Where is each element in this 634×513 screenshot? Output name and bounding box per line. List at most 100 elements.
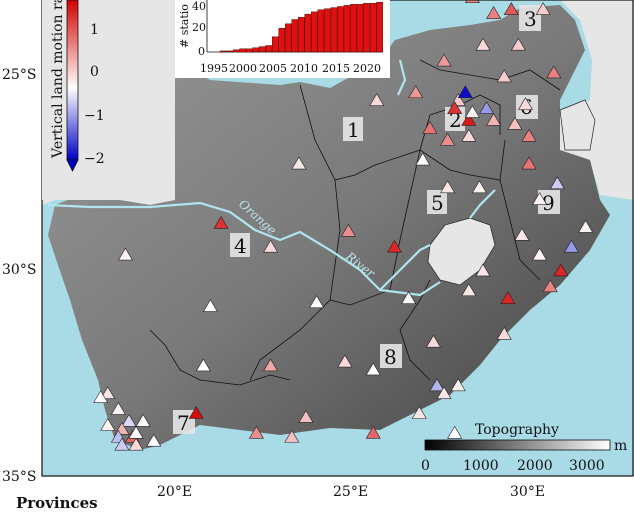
inset-xtick-1995: 1995: [200, 62, 228, 75]
station-marker: [422, 120, 438, 134]
caledon-river: [469, 189, 496, 219]
station-marker: [202, 299, 218, 312]
station-marker: [100, 386, 116, 400]
station-marker: [471, 180, 487, 194]
station-marker: [517, 97, 533, 110]
station-marker: [309, 295, 325, 308]
inset-xtick-2010: 2010: [290, 62, 318, 75]
station-marker: [532, 192, 548, 205]
station-marker: [542, 279, 558, 293]
province-label-2: 2: [449, 108, 462, 132]
station-marker: [146, 433, 162, 447]
station-marker: [510, 37, 526, 51]
inset-ylabel: # statio: [178, 4, 191, 48]
topography-tick-2000: 2000: [517, 458, 553, 474]
station-marker: [248, 425, 264, 439]
inset-bar: [219, 50, 227, 53]
inset-bar: [232, 49, 240, 53]
inset-bar: [278, 28, 286, 53]
station-marker: [401, 291, 417, 304]
lat-axis: 25°S 30°S 35°S: [2, 67, 36, 485]
province-label-5: 5: [431, 191, 444, 215]
station-marker: [447, 425, 463, 439]
station-marker: [114, 437, 130, 451]
province-label-3: 3: [524, 7, 537, 31]
province-label-7: 7: [177, 411, 190, 435]
station-marker: [100, 417, 116, 431]
station-marker: [450, 378, 466, 392]
station-marker: [188, 406, 204, 419]
inset-bar: [330, 7, 338, 53]
station-marker: [195, 358, 211, 372]
station-marker: [464, 0, 480, 4]
station-marker: [128, 437, 144, 451]
lat-tick-35s: 35°S: [2, 469, 36, 485]
station-marker: [436, 386, 452, 400]
inset-bar: [285, 23, 292, 53]
station-marker: [337, 354, 353, 368]
station-marker: [440, 180, 456, 194]
topography-title: Topography: [475, 422, 559, 438]
station-marker: [369, 93, 385, 106]
station-marker: [117, 247, 133, 261]
inset-bar: [258, 46, 266, 53]
inset-bar: [376, 2, 383, 53]
station-marker: [500, 291, 516, 304]
inset-bar: [363, 3, 370, 53]
station-marker: [546, 65, 562, 79]
province-label-8: 8: [384, 345, 397, 369]
lon-tick-20e: 20°E: [157, 484, 192, 500]
station-marker: [93, 390, 109, 403]
station-marker: [496, 69, 512, 83]
province-labels: 1 2 3 4 5 6 7 8 9: [173, 5, 560, 435]
inset-bar: [311, 11, 318, 53]
inset-bar: [272, 36, 279, 53]
station-marker: [464, 105, 480, 118]
lon-axis: 20°E 25°E 30°E: [157, 484, 545, 500]
station-marker: [486, 112, 502, 126]
inset-bar: [226, 50, 234, 53]
colorbar: [66, 0, 79, 161]
station-marker: [549, 176, 565, 190]
vaal-river: [379, 244, 431, 291]
topography-unit: m: [614, 438, 627, 454]
inset-bar: [265, 45, 273, 53]
topography-tick-3000: 3000: [569, 458, 605, 474]
rivers: [47, 59, 496, 297]
colorbar-arrow: [66, 159, 79, 172]
colorbar-label: Vertical land motion ra: [50, 0, 66, 159]
map-frame: [41, 0, 634, 477]
inset-bar: [356, 4, 364, 53]
station-marker: [110, 402, 126, 415]
inset-xtick-2015: 2015: [322, 62, 350, 75]
station-marker: [578, 219, 594, 233]
inset-xtick-2005: 2005: [259, 62, 287, 75]
inset-bar: [291, 19, 299, 53]
station-marker: [298, 409, 314, 423]
inset-bar: [369, 3, 377, 53]
inset-ytick-0: 0: [198, 45, 205, 58]
province-label-1: 1: [347, 118, 360, 142]
inset-ytick-20: 20: [192, 21, 206, 34]
lat-tick-30s: 30°S: [2, 262, 36, 278]
lesotho: [427, 217, 496, 286]
lon-tick-30e: 30°E: [510, 484, 545, 500]
station-marker: [213, 215, 229, 229]
inset-bar: [350, 4, 357, 53]
station-marker: [461, 112, 477, 126]
station-marker: [408, 85, 424, 99]
station-marker: [425, 334, 441, 348]
station-marker: [514, 227, 530, 241]
station-marker: [365, 425, 381, 439]
province-label-4: 4: [234, 234, 247, 258]
station-marker: [447, 101, 463, 114]
station-marker: [429, 378, 445, 392]
station-marker: [415, 152, 431, 166]
station-marker: [563, 239, 580, 253]
colorbar-tick-1: 1: [90, 22, 99, 38]
colorbar-tick-0: 0: [90, 64, 99, 80]
colorbar-tick-m1: −1: [84, 108, 105, 124]
topography-tick-1000: 1000: [463, 458, 499, 474]
station-marker: [535, 2, 551, 15]
